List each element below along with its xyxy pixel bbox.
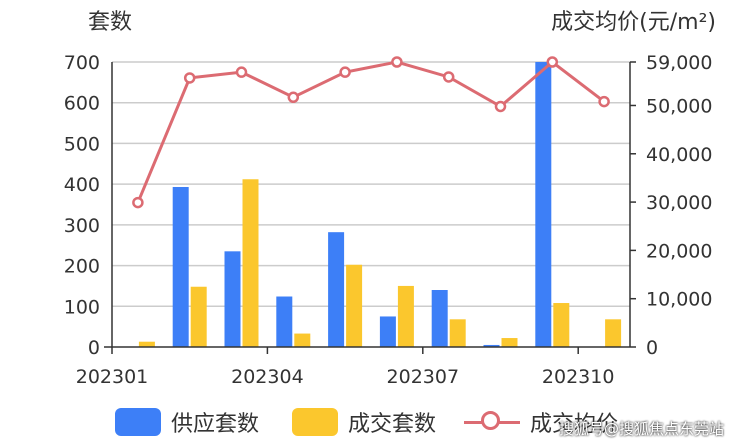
right-tick-label: 30,000 [646,192,712,214]
price-point-202304 [287,91,300,104]
right-tick-label: 50,000 [646,95,712,117]
bar-202306-s1 [397,285,414,347]
bar-202307-s1 [449,319,466,347]
right-tick-label: 40,000 [646,144,712,166]
price-point-202305 [339,66,351,78]
right-tick-label: 0 [646,337,658,359]
right-tick-label: 10,000 [646,289,712,311]
left-tick-label: 100 [64,296,100,318]
bar-202310-s1 [605,319,622,347]
right-axis-title: 成交均价(元/m²) [551,10,716,35]
axes [104,61,636,354]
legend-item-deals[interactable]: 成交套数 [292,405,436,439]
left-tick-label: 200 [64,256,100,278]
bar-202309-s0 [535,62,552,347]
price-point-202307 [442,71,455,83]
bar-202301-s1 [138,341,155,347]
right-tick-label: 20,000 [646,240,712,262]
watermark: 搜狐号@搜狐焦点东莞站 [558,420,724,438]
bar-202302-s0 [172,186,189,347]
legend-label-supply: 供应套数 [171,412,260,437]
left-tick-label: 0 [88,337,100,359]
legend: 供应套数 成交套数 成交均价 [0,405,740,439]
legend-item-price[interactable]: 成交均价 [464,405,618,439]
price-point-202306 [391,56,403,68]
price-point-202302 [183,72,196,84]
left-tick-label: 600 [64,93,100,115]
bar-202303-s0 [224,251,241,347]
left-tick-label: 400 [64,174,100,196]
price-point-202308 [494,100,507,113]
bar-202308-s0 [483,344,500,347]
bar-202305-s0 [328,232,345,347]
left-tick-label: 500 [64,133,100,155]
price-point-202309 [546,56,559,68]
left-tick-label: 300 [64,215,100,237]
price-point-202301 [132,196,144,209]
x-tick-label: 202310 [542,366,615,388]
bar-202306-s0 [379,316,396,347]
bar-202307-s0 [431,290,448,347]
bars [138,62,622,347]
gridlines [112,61,630,308]
price-line-path [136,60,606,204]
price-line [132,56,610,209]
bar-202309-s1 [553,303,570,347]
bar-202303-s1 [242,179,259,347]
legend-label-price: 成交均价 [530,412,619,437]
bar-202308-s1 [501,338,518,347]
legend-item-supply[interactable]: 供应套数 [115,405,259,439]
right-tick-label: 59,000 [646,52,712,74]
price-line-swatch [464,408,520,436]
supply-swatch [115,408,161,436]
left-axis-title: 套数 [88,10,133,35]
price-point-202310 [598,95,610,108]
deals-swatch [292,408,338,436]
x-tick-label: 202307 [387,366,460,388]
bar-202305-s1 [346,264,363,347]
left-tick-label: 700 [64,52,100,74]
x-tick-label: 202301 [76,366,149,388]
bar-202304-s1 [294,333,311,347]
bar-202304-s0 [276,296,293,347]
price-point-202303 [235,66,248,78]
x-tick-label: 202304 [231,366,304,388]
bar-202302-s1 [190,286,207,347]
legend-label-deals: 成交套数 [348,412,437,437]
tick-labels: 0 100 200 300 400 500 600 700 0 10,000 20,000 30,00… [64,52,713,388]
